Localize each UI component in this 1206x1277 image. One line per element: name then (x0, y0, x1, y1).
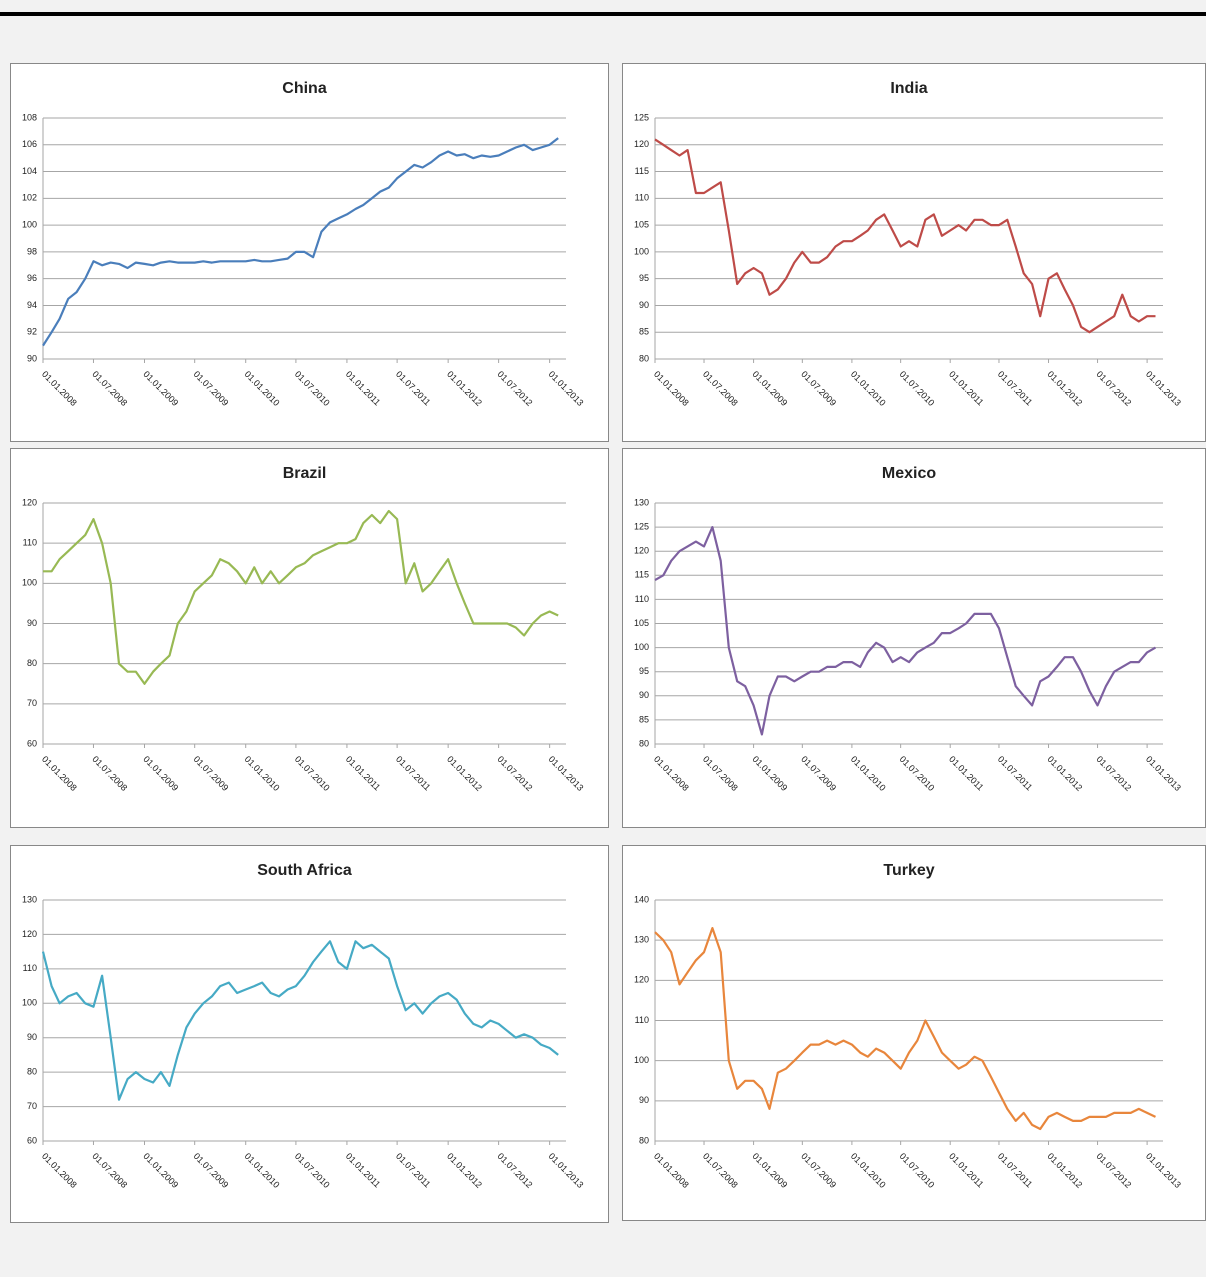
y-tick-label: 100 (22, 219, 37, 229)
y-tick-label: 130 (634, 497, 649, 507)
y-tick-label: 80 (639, 1135, 649, 1145)
y-tick-label: 130 (22, 894, 37, 904)
y-tick-label: 115 (635, 570, 649, 580)
chart-title: Mexico (882, 465, 936, 482)
y-tick-label: 60 (27, 738, 37, 748)
y-tick-label: 90 (639, 1095, 649, 1105)
top-bar (0, 12, 1206, 16)
line (654, 526, 1157, 736)
y-tick-label: 105 (634, 219, 649, 229)
y-tick-label: 80 (27, 658, 37, 668)
y-tick-label: 110 (23, 963, 37, 973)
chart-title: China (282, 80, 327, 97)
y-tick-label: 100 (634, 246, 649, 256)
y-tick-label: 110 (635, 193, 649, 203)
y-tick-label: 120 (22, 497, 37, 507)
y-tick-label: 115 (635, 166, 649, 176)
y-tick-label: 120 (22, 929, 37, 939)
y-tick-label: 120 (634, 975, 649, 985)
y-tick-label: 140 (634, 894, 649, 904)
chart-panel (10, 448, 609, 828)
y-tick-label: 90 (27, 353, 37, 363)
y-tick-label: 125 (634, 521, 649, 531)
y-tick-label: 125 (634, 112, 649, 122)
chart-title: India (890, 80, 927, 97)
y-tick-label: 102 (22, 193, 37, 203)
y-tick-label: 80 (27, 1067, 37, 1077)
y-tick-label: 100 (634, 642, 649, 652)
y-tick-label: 90 (27, 618, 37, 628)
line (41, 940, 559, 1101)
y-tick-label: 100 (634, 1055, 649, 1065)
chart-panel (622, 63, 1206, 442)
y-tick-label: 60 (27, 1135, 37, 1145)
y-tick-label: 110 (635, 1015, 649, 1025)
chart-title: Brazil (283, 465, 327, 482)
chart-panel (622, 845, 1206, 1221)
line (42, 137, 559, 347)
chart-panel (10, 63, 609, 442)
y-tick-label: 100 (22, 998, 37, 1008)
y-tick-label: 110 (635, 594, 649, 604)
y-tick-label: 92 (27, 327, 37, 337)
y-tick-label: 80 (639, 738, 649, 748)
y-tick-label: 90 (639, 690, 649, 700)
line (654, 927, 1156, 1131)
y-tick-label: 85 (639, 714, 649, 724)
y-tick-label: 108 (22, 112, 37, 122)
chart-panel (622, 448, 1206, 828)
y-tick-label: 120 (634, 139, 649, 149)
y-tick-label: 105 (634, 618, 649, 628)
y-tick-label: 90 (27, 1032, 37, 1042)
y-tick-label: 95 (639, 666, 649, 676)
line (654, 138, 1156, 334)
y-tick-label: 70 (27, 1101, 37, 1111)
line (43, 509, 559, 685)
y-tick-label: 85 (639, 327, 649, 337)
y-tick-label: 104 (22, 166, 37, 176)
y-tick-label: 95 (639, 273, 649, 283)
y-tick-label: 80 (639, 353, 649, 363)
y-tick-label: 96 (27, 273, 37, 283)
y-tick-label: 106 (22, 139, 37, 149)
y-tick-label: 94 (27, 300, 37, 310)
y-tick-label: 90 (639, 300, 649, 310)
y-tick-label: 130 (634, 935, 649, 945)
y-tick-label: 98 (27, 246, 37, 256)
y-tick-label: 100 (22, 578, 37, 588)
y-tick-label: 70 (27, 698, 37, 708)
chart-title: Turkey (883, 862, 934, 879)
y-tick-label: 110 (23, 538, 37, 548)
y-tick-label: 120 (634, 546, 649, 556)
chart-title: South Africa (257, 862, 352, 879)
